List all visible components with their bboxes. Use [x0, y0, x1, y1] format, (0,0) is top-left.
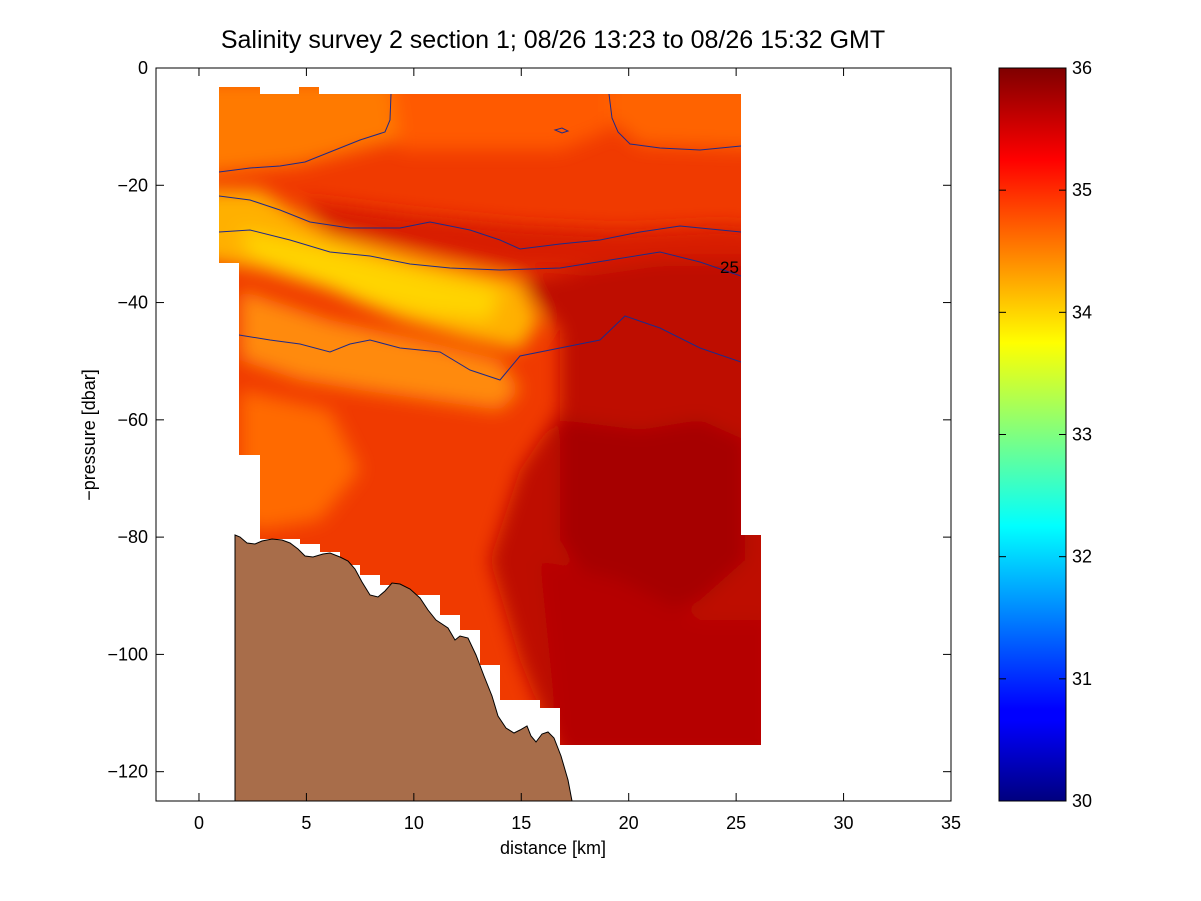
bathymetry	[234, 534, 573, 802]
x-axis-label: distance [km]	[500, 838, 606, 858]
colorbar-gradient	[998, 67, 1067, 802]
y-axis-label: −pressure [dbar]	[79, 369, 99, 501]
colorbar-tick-label: 32	[1072, 547, 1092, 567]
x-axis-ticks	[198, 68, 952, 801]
y-tick-label: −40	[117, 293, 148, 313]
x-tick-label: 15	[511, 813, 531, 833]
contour-label: 25	[720, 258, 739, 277]
axes-box	[155, 67, 952, 802]
colorbar-tick-label: 30	[1072, 791, 1092, 811]
x-tick-label: 20	[619, 813, 639, 833]
x-tick-label: 25	[726, 813, 746, 833]
colorbar-tick-label: 33	[1072, 425, 1092, 445]
colorbar-ticks	[999, 67, 1066, 802]
x-axis-tick-labels: 0 5 10 15 20 25 30 35	[194, 813, 961, 833]
x-tick-label: 0	[194, 813, 204, 833]
chart-title: Salinity survey 2 section 1; 08/26 13:23…	[221, 26, 885, 54]
y-tick-label: −100	[107, 644, 148, 664]
y-axis-ticks	[156, 67, 951, 773]
x-tick-label: 10	[404, 813, 424, 833]
y-tick-label: −60	[117, 410, 148, 430]
salinity-field	[219, 87, 761, 745]
colorbar: 30 31 32 33 34 35 36	[998, 58, 1092, 811]
colorbar-tick-label: 36	[1072, 58, 1092, 78]
y-tick-label: −80	[117, 527, 148, 547]
x-tick-label: 5	[301, 813, 311, 833]
y-tick-label: 0	[138, 58, 148, 78]
colorbar-tick-labels: 30 31 32 33 34 35 36	[1072, 58, 1092, 811]
colorbar-tick-label: 34	[1072, 302, 1092, 322]
colorbar-tick-label: 31	[1072, 669, 1092, 689]
colorbar-tick-label: 35	[1072, 180, 1092, 200]
y-tick-label: −120	[107, 762, 148, 782]
x-tick-label: 35	[941, 813, 961, 833]
y-tick-label: −20	[117, 175, 148, 195]
y-axis-tick-labels: 0 −20 −40 −60 −80 −100 −120	[107, 58, 148, 782]
x-tick-label: 30	[834, 813, 854, 833]
